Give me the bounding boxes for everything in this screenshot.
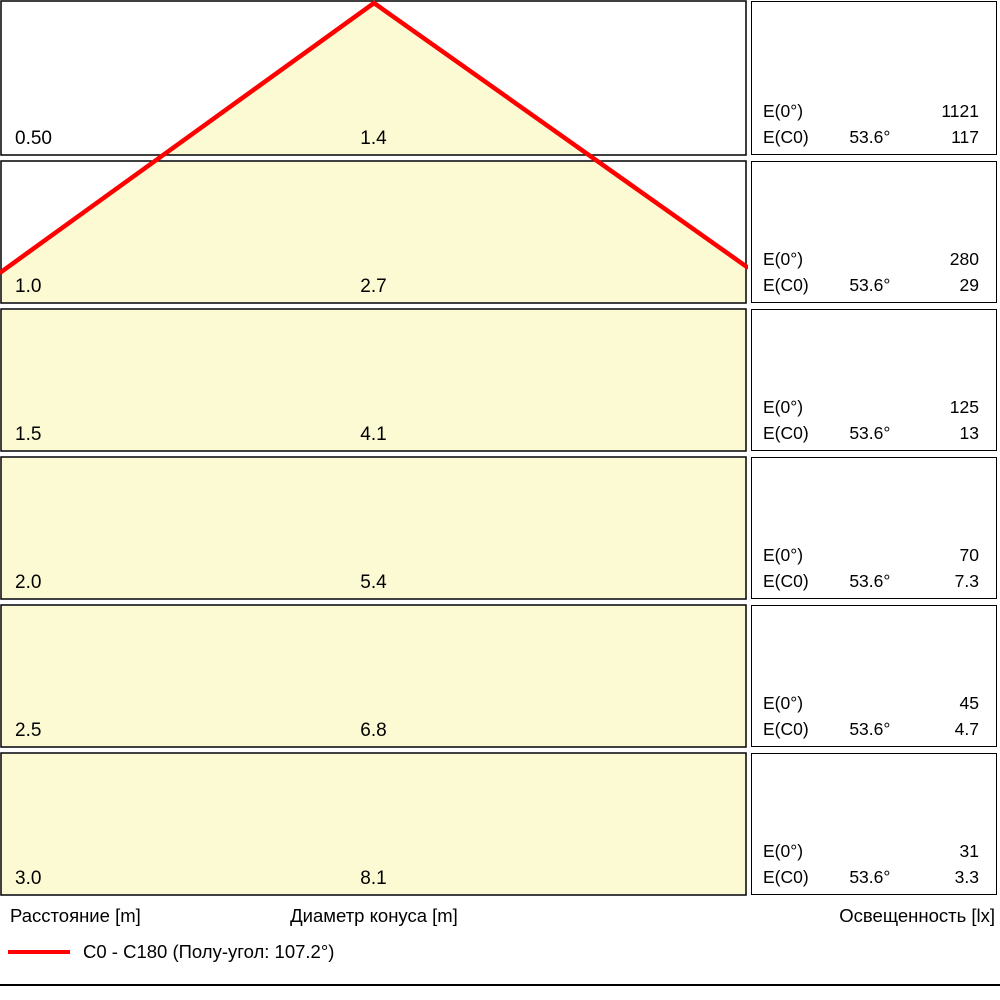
e0-value: 125 (949, 397, 979, 417)
e0-line: E(0°) 125 (763, 394, 979, 420)
e0-line: E(0°) 31 (763, 838, 979, 864)
legend: C0 - C180 (Полу-угол: 107.2°) (8, 941, 334, 963)
ec0-label: E(C0) (763, 423, 809, 443)
e0-label: E(0°) (763, 545, 804, 565)
e0-label: E(0°) (763, 693, 804, 713)
e0-line: E(0°) 1121 (763, 98, 979, 124)
legend-line-swatch (8, 950, 70, 954)
beam-line (0, 0, 748, 275)
row-3-illuminance-cell: E(0°) 70 E(C0) 53.6° 7.3 (751, 457, 997, 599)
half-angle-value: 53.6° (849, 275, 891, 295)
e0-line: E(0°) 280 (763, 246, 979, 272)
ec0-label: E(C0) (763, 867, 809, 887)
half-angle-value: 53.6° (849, 719, 891, 739)
e0-line: E(0°) 45 (763, 690, 979, 716)
e0-value: 1121 (941, 101, 979, 121)
ec0-value: 117 (951, 127, 979, 147)
illuminance-axis-label: Освещенность [lx] (839, 905, 995, 926)
axis-labels: Расстояние [m] Диаметр конуса [m] Освеще… (0, 905, 1000, 931)
e0-value: 31 (959, 841, 979, 861)
ec0-line: E(C0) 53.6° 4.7 (763, 716, 979, 742)
diameter-axis-label: Диаметр конуса [m] (290, 905, 458, 926)
e0-label: E(0°) (763, 397, 804, 417)
bottom-divider (0, 984, 1000, 986)
ec0-value: 4.7 (954, 719, 979, 739)
ec0-line: E(C0) 53.6° 7.3 (763, 568, 979, 594)
ec0-value: 13 (959, 423, 979, 443)
ec0-line: E(C0) 53.6° 13 (763, 420, 979, 446)
ec0-value: 3.3 (954, 867, 979, 887)
ec0-label: E(C0) (763, 275, 809, 295)
row-1-illuminance-cell: E(0°) 280 E(C0) 53.6° 29 (751, 161, 997, 303)
half-angle-value: 53.6° (849, 127, 891, 147)
e0-label: E(0°) (763, 841, 804, 861)
half-angle-value: 53.6° (849, 571, 891, 591)
cone-diagram-canvas (0, 0, 748, 896)
row-grid (0, 0, 747, 896)
ec0-label: E(C0) (763, 571, 809, 591)
legend-label: C0 - C180 (Полу-угол: 107.2°) (83, 941, 335, 962)
e0-value: 280 (949, 249, 979, 269)
ec0-label: E(C0) (763, 127, 809, 147)
ec0-line: E(C0) 53.6° 117 (763, 124, 979, 150)
cone-fill (2, 3, 745, 894)
e0-value: 70 (959, 545, 979, 565)
ec0-line: E(C0) 53.6° 29 (763, 272, 979, 298)
e0-line: E(0°) 70 (763, 542, 979, 568)
e0-value: 45 (959, 693, 979, 713)
row-2-illuminance-cell: E(0°) 125 E(C0) 53.6° 13 (751, 309, 997, 451)
distance-axis-label: Расстояние [m] (10, 905, 141, 926)
ec0-line: E(C0) 53.6° 3.3 (763, 864, 979, 890)
row-5-illuminance-cell: E(0°) 31 E(C0) 53.6° 3.3 (751, 753, 997, 895)
row-4-illuminance-cell: E(0°) 45 E(C0) 53.6° 4.7 (751, 605, 997, 747)
e0-label: E(0°) (763, 249, 804, 269)
half-angle-value: 53.6° (849, 423, 891, 443)
ec0-value: 7.3 (954, 571, 979, 591)
half-angle-value: 53.6° (849, 867, 891, 887)
ec0-value: 29 (959, 275, 979, 295)
ec0-label: E(C0) (763, 719, 809, 739)
e0-label: E(0°) (763, 101, 804, 121)
row-0-illuminance-cell: E(0°) 1121 E(C0) 53.6° 117 (751, 1, 997, 155)
